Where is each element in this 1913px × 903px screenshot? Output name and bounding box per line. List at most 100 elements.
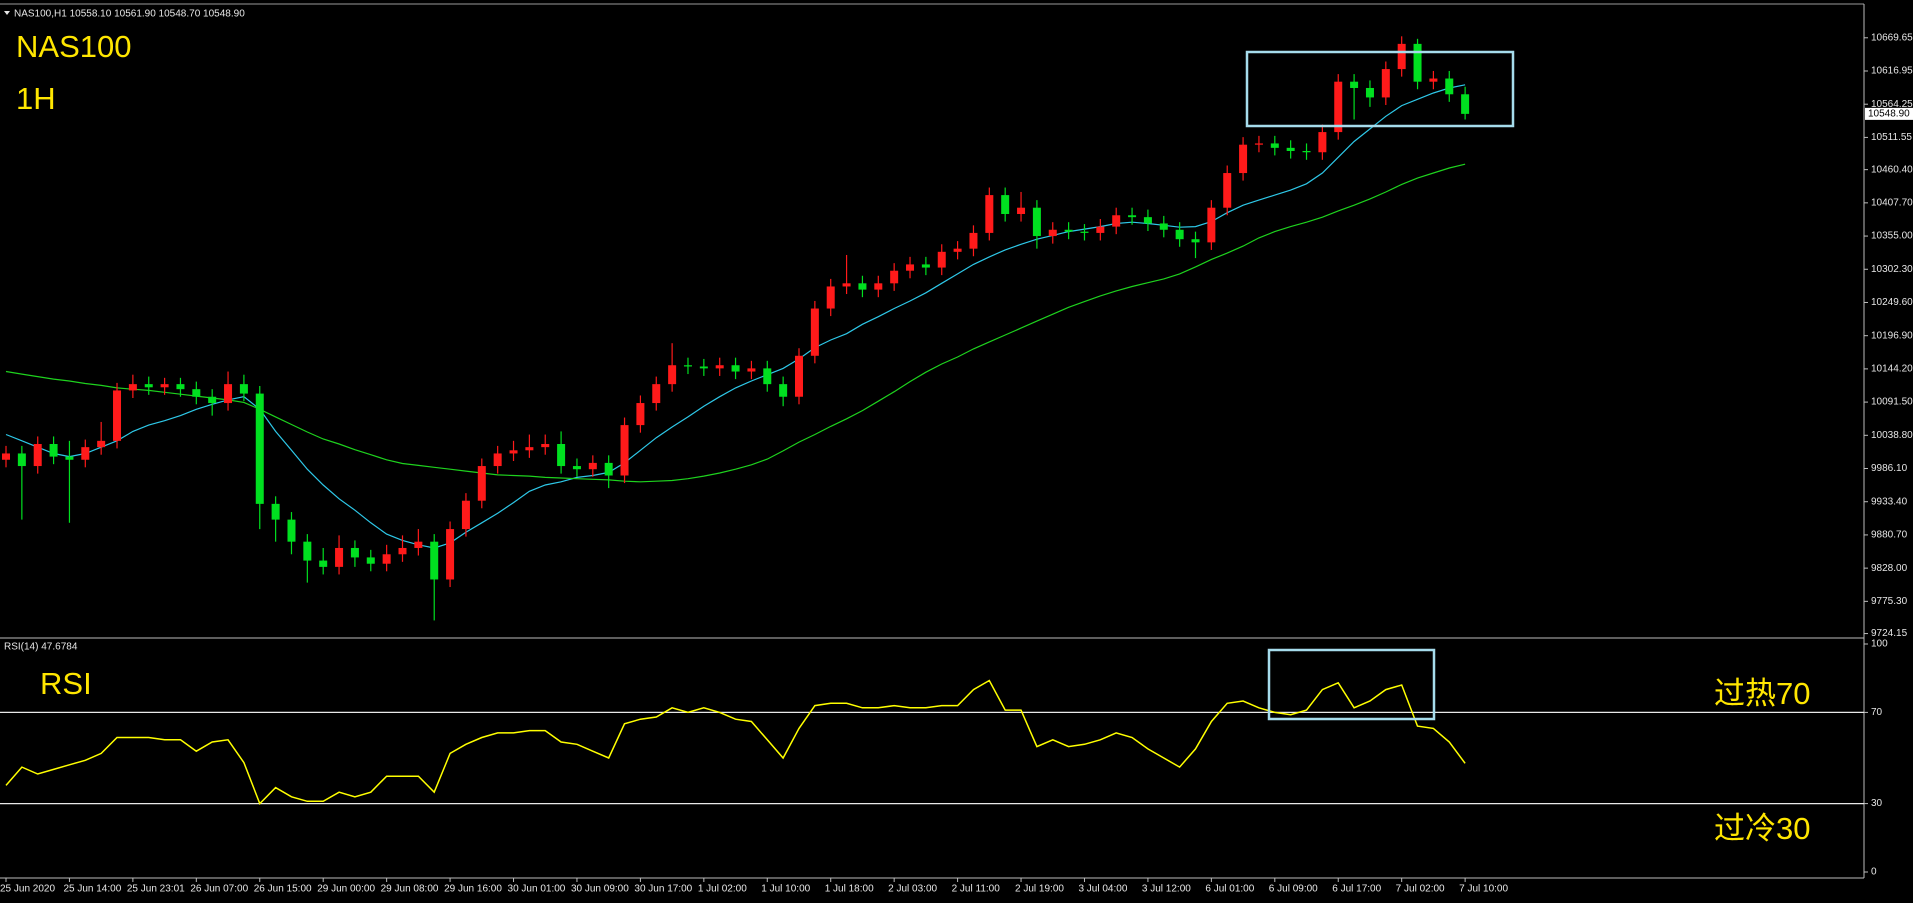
y-tick-label: 9933.40 [1871,496,1908,507]
candle-body [731,365,740,372]
candle-body [287,519,296,542]
x-tick-label: 6 Jul 09:00 [1269,884,1318,895]
candle-body [699,366,708,369]
candle-body [224,384,233,404]
annotation: NAS100 [16,29,131,64]
x-tick-label: 6 Jul 01:00 [1205,884,1254,895]
y-tick-label: 70 [1871,707,1883,718]
y-tick-label: 10407.70 [1871,197,1913,208]
candle-body [33,444,42,467]
candle-body [636,403,645,426]
y-tick-label: 10511.55 [1871,132,1912,143]
candle-body [810,308,819,356]
rsi-line [5,679,1466,805]
y-tick-label: 10249.60 [1871,297,1913,308]
x-tick-label: 25 Jun 14:00 [63,884,121,895]
candle-body [271,503,280,520]
candle-body [255,393,264,504]
candle-body [1413,43,1422,82]
x-tick-label: 7 Jul 02:00 [1396,884,1445,895]
candle-body [604,462,613,476]
rsi-header: RSI(14) 47.6784 [4,642,78,653]
x-tick-label: 2 Jul 19:00 [1015,884,1064,895]
x-tick-label: 2 Jul 11:00 [952,884,1001,895]
candle-body [239,384,248,394]
y-tick-label: 10355.00 [1871,231,1913,242]
candle-body [1286,147,1295,151]
candle-body [1207,207,1216,243]
candle-body [65,456,74,460]
x-tick-label: 30 Jun 17:00 [634,884,692,895]
candle-body [1302,150,1311,153]
x-tick-label: 26 Jun 15:00 [254,884,312,895]
candle-body [969,232,978,249]
candle-body [1239,144,1248,174]
candle-body [382,554,391,564]
candle-body [461,500,470,530]
y-tick-label: 30 [1871,798,1883,809]
candle-body [541,444,550,448]
candle-body [763,368,772,385]
candle-body [1254,143,1263,145]
y-tick-label: 100 [1871,639,1888,650]
candle-body [842,283,851,287]
candle-body [588,462,597,470]
candle-body [1445,78,1454,95]
y-tick-label: 10564.25 [1871,99,1913,110]
candle-body [319,560,328,567]
y-tick-label: 9724.15 [1871,628,1908,639]
plot-area: 10669.65 10616.95 10564.25 10511.55 10460.40… [0,29,1913,895]
candle-body [1048,229,1057,237]
x-tick-label: 25 Jun 23:01 [127,884,185,895]
candle-body [985,195,994,233]
candle-body [1064,229,1073,232]
candle-body [477,466,486,501]
candle-body [1001,195,1010,215]
x-tick-label: 26 Jun 07:00 [190,884,248,895]
x-tick-label: 3 Jul 04:00 [1078,884,1127,895]
y-tick-label: 9986.10 [1871,463,1908,474]
candle-body [874,283,883,290]
candle-body [747,368,756,372]
candle-body [366,557,375,564]
candle-body [144,384,153,388]
candle-body [715,365,724,369]
candle-body [176,384,185,390]
x-tick-label: 30 Jun 01:00 [508,884,566,895]
candle-body [1223,173,1232,208]
y-tick-label: 10144.20 [1871,364,1913,375]
candle-body [572,466,581,470]
y-tick-label: 10302.30 [1871,264,1913,275]
header-arrow [4,11,10,15]
candle-body [208,396,217,404]
candle-body [620,425,629,476]
candle-body [1112,215,1121,227]
annotation: 过冷30 [1714,811,1810,846]
candle-body [668,365,677,385]
y-tick-label: 9775.30 [1871,596,1908,607]
candle-body [652,384,661,404]
y-tick-label: 10616.95 [1871,66,1913,77]
candle-body [937,251,946,268]
y-tick-label: 10669.65 [1871,32,1913,43]
candle-body [1334,81,1343,133]
candle-body [1175,229,1184,240]
x-tick-label: 7 Jul 10:00 [1459,884,1508,895]
candle-body [557,444,566,467]
candle-body [1270,143,1279,148]
candle-body [17,453,26,467]
price-label-box [1865,107,1913,120]
candle-body [921,264,930,268]
x-tick-label: 29 Jun 08:00 [381,884,439,895]
candle-body [2,453,10,460]
candle-body [335,547,344,567]
x-tick-label: 1 Jul 02:00 [698,884,747,895]
candle-body [160,384,169,388]
candle-body [97,440,106,448]
y-tick-label: 9880.70 [1871,530,1908,541]
y-tick-label: 10091.50 [1871,397,1913,408]
moving-average [5,84,1466,549]
x-tick-label: 2 Jul 03:00 [888,884,937,895]
